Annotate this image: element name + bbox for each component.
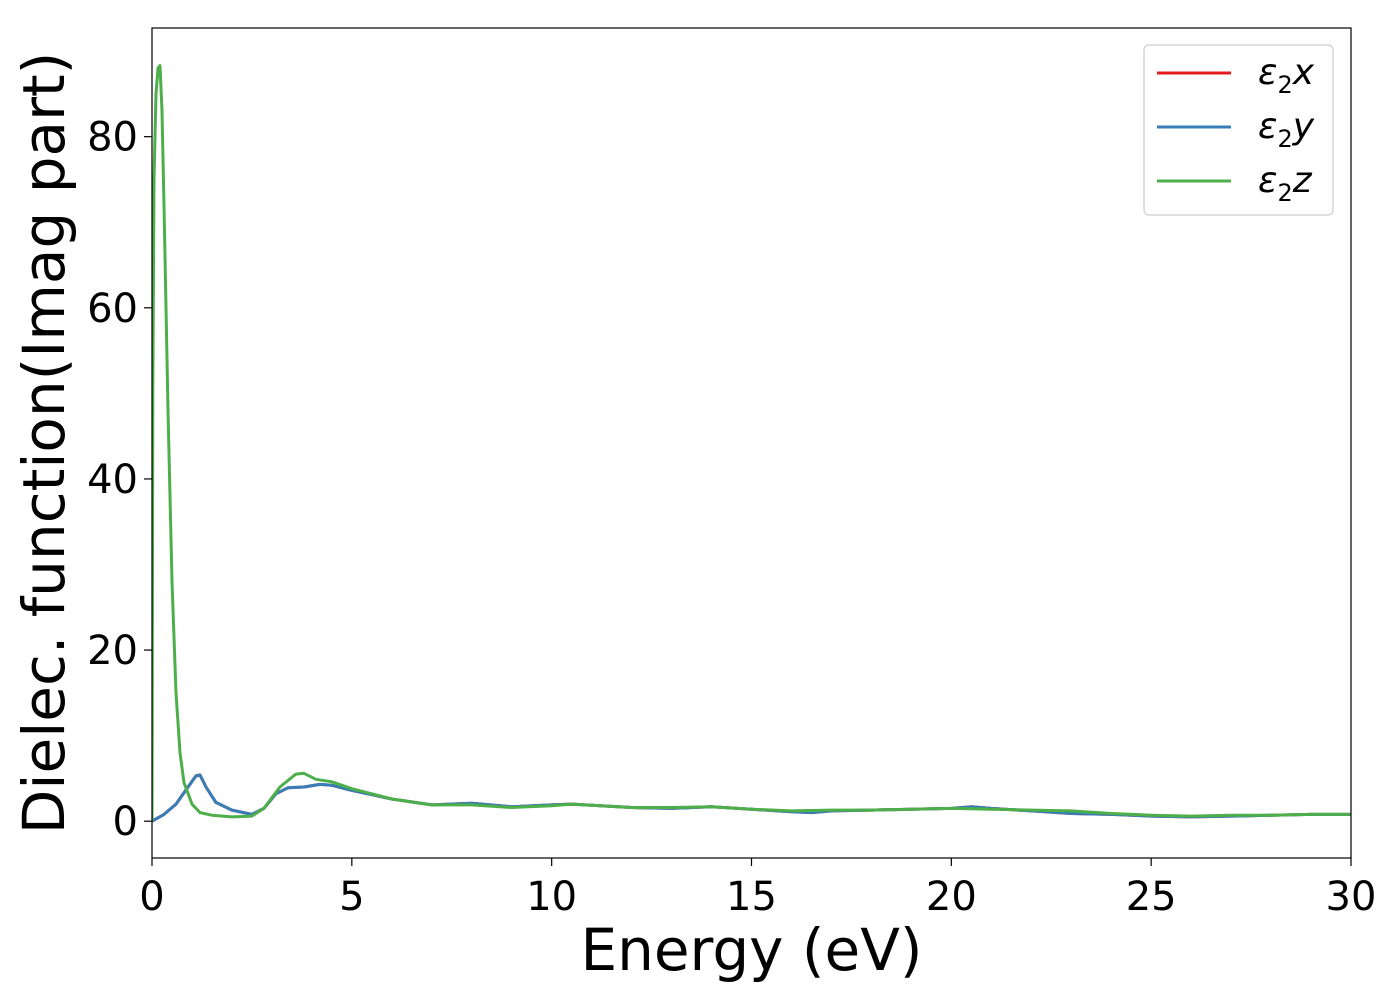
legend-box [1143,44,1334,216]
legend-label-y: ε2y [1258,106,1315,153]
y-tick-label: 80 [87,115,138,161]
legend-label-z: ε2z [1258,160,1313,207]
x-tick-label: 15 [726,874,777,920]
y-axis-title: Dielec. function(Imag part) [10,52,78,835]
x-axis-title: Energy (eV) [580,916,922,984]
x-tick-label: 25 [1126,874,1177,920]
y-tick-label: 0 [113,799,138,845]
series-line-z [152,64,1351,822]
x-tick-label: 30 [1326,874,1377,920]
y-tick-label: 20 [87,628,138,674]
x-tick-label: 20 [926,874,977,920]
y-axis-ticks: 0 20 40 60 80 [87,115,152,845]
x-axis-ticks: 0 5 10 15 20 25 30 [139,858,1376,920]
series-layer [152,64,1351,823]
y-tick-label: 60 [87,286,138,332]
x-tick-label: 10 [526,874,577,920]
legend: ε2x ε2y ε2z [1143,44,1334,216]
y-tick-label: 40 [87,457,138,503]
legend-label-x: ε2x [1258,52,1315,99]
x-tick-label: 0 [139,874,164,920]
x-tick-label: 5 [339,874,364,920]
